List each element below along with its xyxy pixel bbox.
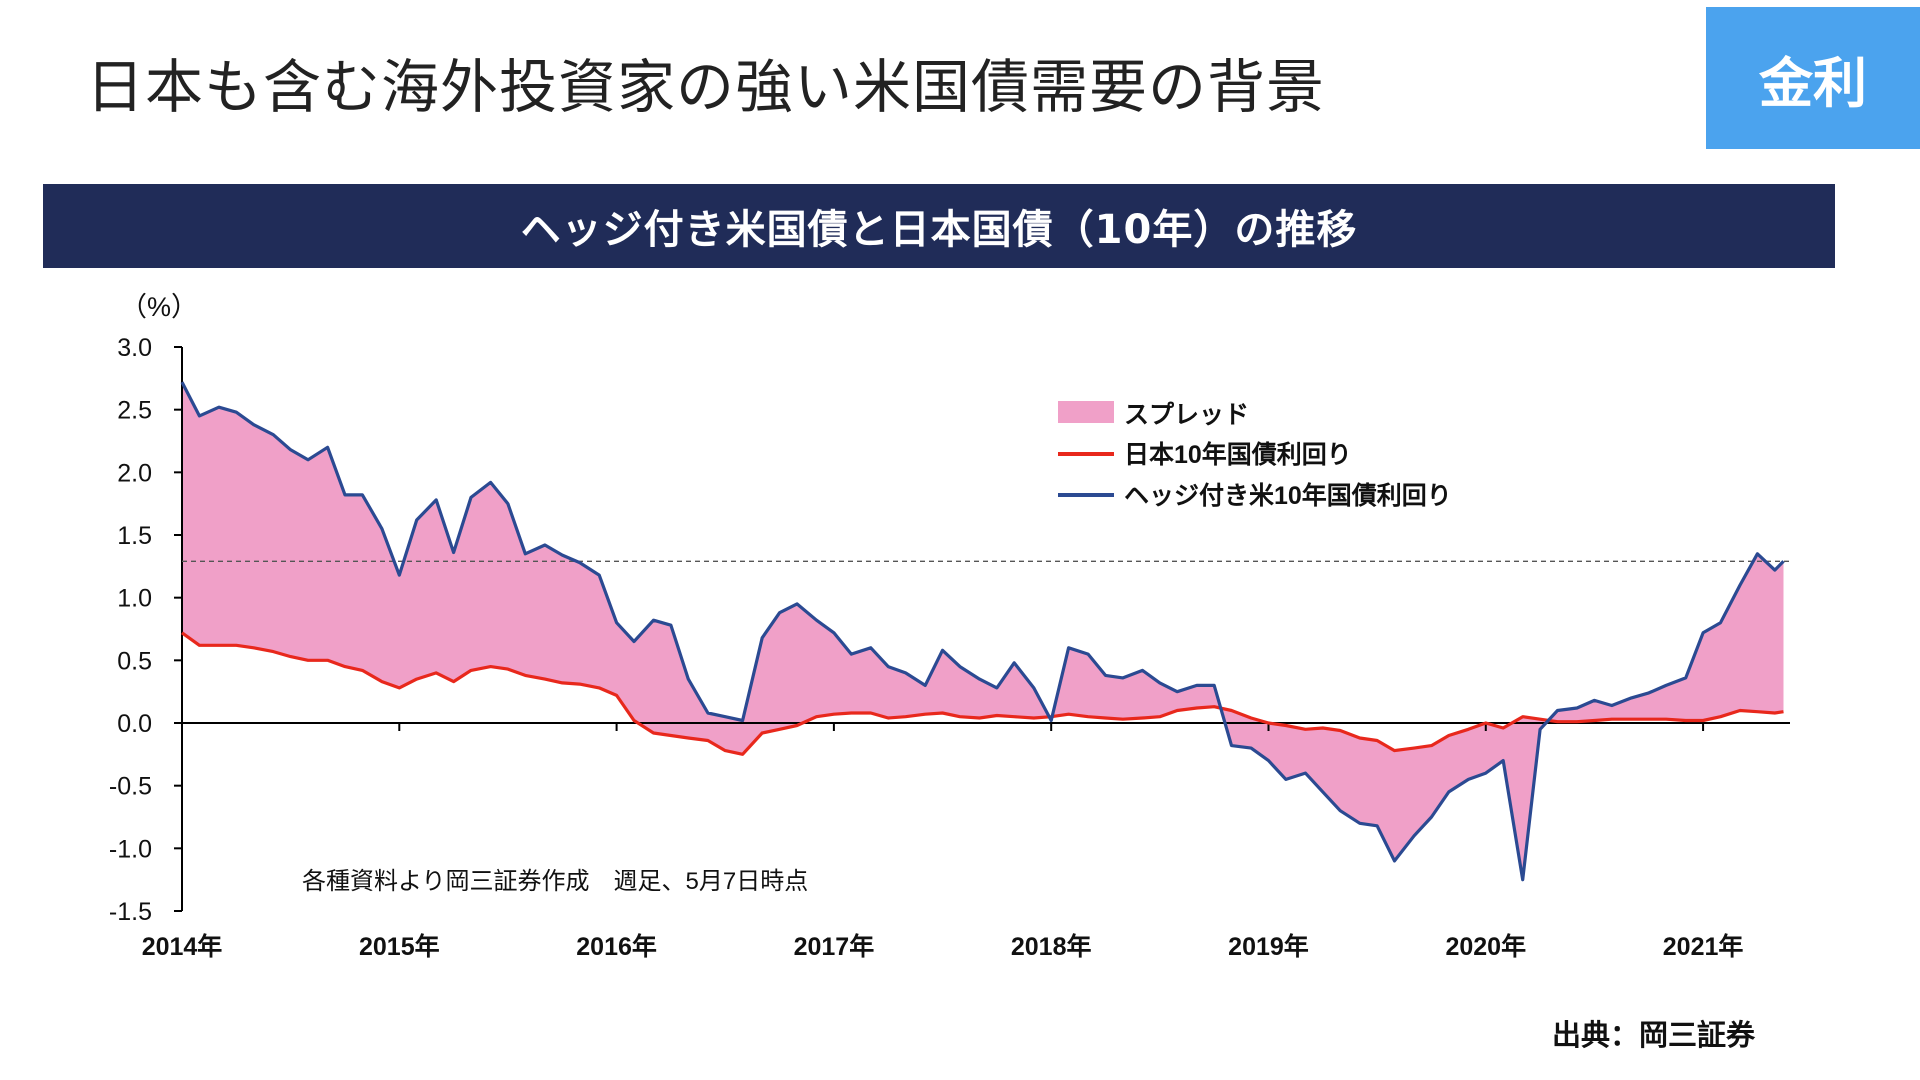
x-tick-label: 2020年 xyxy=(1445,932,1526,961)
y-tick-label: 3.0 xyxy=(117,334,152,362)
series-line-japan-10y xyxy=(181,631,1784,756)
topic-badge: 金利 xyxy=(1706,7,1920,149)
x-tick-label: 2014年 xyxy=(142,932,223,961)
y-tick-label: 1.5 xyxy=(117,522,152,550)
x-tick-label: 2019年 xyxy=(1228,932,1309,961)
y-tick-label: -1.0 xyxy=(109,835,152,863)
series-line-us-hedged-10y xyxy=(180,381,1785,882)
legend-label: ヘッジ付き米10年国債利回り xyxy=(1124,481,1452,510)
page-title: 日本も含む海外投資家の強い米国債需要の背景 xyxy=(86,53,1326,121)
legend-swatch-spread xyxy=(1058,401,1114,423)
source-credit: 出典：岡三証券 xyxy=(1552,1018,1756,1052)
chart-note: 各種資料より岡三証券作成 週足、5月7日時点 xyxy=(302,868,808,895)
chart-banner: ヘッジ付き米国債と日本国債（10年）の推移 xyxy=(43,184,1835,268)
y-tick-label: -1.5 xyxy=(109,898,152,926)
y-tick-label: 2.0 xyxy=(117,459,152,487)
x-tick-label: 2017年 xyxy=(794,932,875,961)
y-tick-label: -0.5 xyxy=(109,773,152,801)
x-tick-label: 2016年 xyxy=(576,932,657,961)
y-tick-label: 1.0 xyxy=(117,585,152,613)
spread-area xyxy=(182,382,1784,880)
legend-label: スプレッド xyxy=(1124,401,1249,429)
x-tick-label: 2018年 xyxy=(1011,932,1092,961)
y-axis-label: （%） xyxy=(120,292,198,322)
x-tick-label: 2021年 xyxy=(1663,932,1744,961)
x-tick-label: 2015年 xyxy=(359,932,440,961)
plot-area: 3.0 2.5 2.0 1.5 1.0 0.5 0.0 -0.5 -1.0 -1.5 2014年 20… xyxy=(109,292,1790,961)
y-tick-label: 2.5 xyxy=(117,397,152,425)
y-tick-label: 0.5 xyxy=(117,647,152,675)
legend-label: 日本10年国債利回り xyxy=(1124,440,1352,469)
y-tick-label: 0.0 xyxy=(117,710,152,738)
chart: 3.0 2.5 2.0 1.5 1.0 0.5 0.0 -0.5 -1.0 -1.5 2014年 20… xyxy=(109,292,1790,961)
